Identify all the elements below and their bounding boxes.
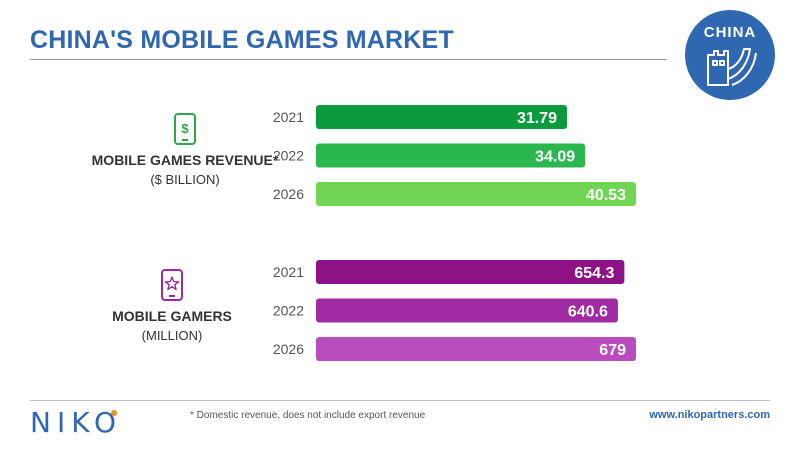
bar-charts: 2021 31.79 2022 34.09 2026 40.53 2021 654.3 2022… [273, 105, 636, 361]
gamers-label: MOBILE GAMERS [112, 308, 232, 324]
year-label: 2026 [273, 341, 304, 357]
niko-logo: NIKO [30, 406, 123, 439]
logo-dot [111, 410, 117, 416]
bar-value-label: 640.6 [568, 304, 608, 321]
page-title: CHINA'S MOBILE GAMES MARKET [30, 26, 454, 54]
china-badge: CHINA [685, 10, 775, 100]
title-divider [30, 59, 667, 60]
bar-value-label: 31.79 [517, 110, 557, 127]
bar-value-label: 34.09 [535, 149, 575, 166]
year-label: 2021 [273, 109, 304, 125]
bar-revenue-2022 [316, 143, 586, 168]
gamers-unit: (MILLION) [141, 328, 203, 343]
badge-text: CHINA [704, 24, 757, 41]
revenue-label: MOBILE GAMES REVENUE* [91, 152, 279, 168]
bar-value-label: 679 [599, 342, 626, 359]
bar-gamers-2021 [316, 260, 625, 284]
bar-revenue-2026 [316, 182, 636, 206]
svg-text:$: $ [181, 121, 189, 136]
revenue-unit: ($ BILLION) [150, 172, 220, 187]
bar-gamers-2026 [316, 337, 636, 361]
year-label: 2026 [273, 186, 304, 202]
great-wall-icon [707, 48, 757, 86]
dollar-phone-icon: $ [174, 113, 196, 145]
footnote: * Domestic revenue, does not include exp… [190, 410, 426, 421]
bar-revenue-2021 [316, 105, 567, 129]
revenue-section-label: $ MOBILE GAMES REVENUE* ($ BILLION) [65, 112, 305, 187]
year-label: 2022 [273, 303, 304, 319]
gamers-section-label: MOBILE GAMERS (MILLION) [52, 268, 292, 343]
bar-value-label: 40.53 [586, 187, 626, 204]
year-label: 2022 [273, 148, 304, 164]
footer-divider [30, 400, 770, 401]
star-phone-icon [161, 269, 183, 301]
year-label: 2021 [273, 264, 304, 280]
bar-gamers-2022 [316, 298, 618, 323]
website-link[interactable]: www.nikopartners.com [649, 409, 770, 421]
bar-value-label: 654.3 [574, 265, 614, 282]
